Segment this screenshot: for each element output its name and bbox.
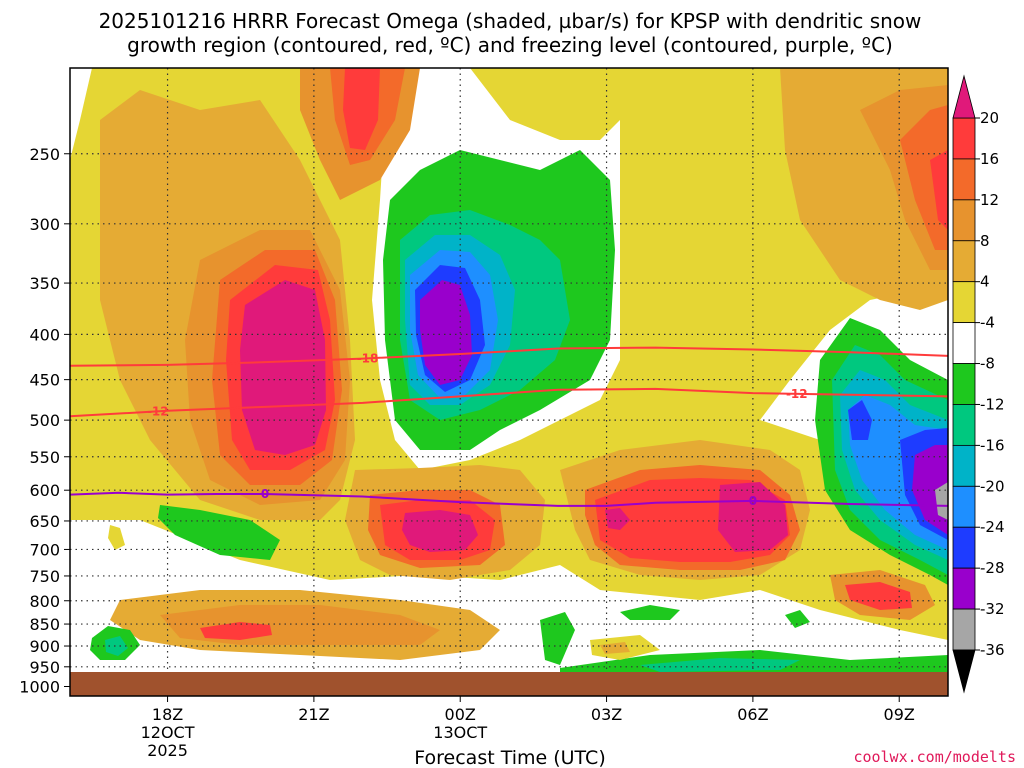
- x-tick-label: 09Z: [884, 705, 915, 724]
- colorbar-bottom-arrow: [952, 649, 976, 694]
- x-tick-label: 06Z: [737, 705, 768, 724]
- y-tick-label: 250: [29, 145, 60, 164]
- colorbar-label: 12: [980, 191, 999, 209]
- y-tick-label: 350: [29, 274, 60, 293]
- y-tick-label: 450: [29, 371, 60, 390]
- y-tick-label: 950: [29, 658, 60, 677]
- colorbar-bin: [952, 199, 976, 242]
- x-tick-label: 21Z: [298, 705, 329, 724]
- y-axis: 250 300 350 400 450 500 550 600 650 700 750 800 850 9…: [19, 145, 70, 697]
- y-tick-label: 800: [29, 592, 60, 611]
- chart-title-line2: growth region (contoured, red, ºC) and f…: [127, 33, 893, 57]
- contour-label--12: -12: [786, 387, 808, 401]
- colorbar-label: 16: [980, 150, 999, 168]
- colorbar-label: -8: [980, 355, 995, 373]
- colorbar-top-arrow: [952, 74, 976, 119]
- y-tick-label: 600: [29, 481, 60, 500]
- y-tick-label: 700: [29, 540, 60, 559]
- x-tick-date: 13OCT: [433, 723, 487, 742]
- x-tick-year: 2025: [147, 741, 188, 760]
- colorbar-bin: [952, 281, 976, 324]
- colorbar-bin: [952, 485, 976, 528]
- y-tick-label: 1000: [19, 678, 60, 697]
- x-tick-label: 03Z: [591, 705, 622, 724]
- colorbar-label: -4: [980, 314, 995, 332]
- colorbar-label: -16: [980, 436, 1005, 454]
- contour-label-0: 0: [749, 494, 757, 508]
- contour-line--18: [69, 346, 949, 367]
- colorbar-label: -12: [980, 395, 1005, 413]
- y-tick-label: 650: [29, 512, 60, 531]
- colorbar: 20 16 12 8 4 -4 -8 -12 -16 -20 -24 -28 -32 -36: [952, 74, 1005, 694]
- x-tick-label: 00Z: [445, 705, 476, 724]
- colorbar-bin: [952, 567, 976, 610]
- colorbar-bin: [952, 322, 976, 364]
- contour-label--12: -12: [147, 404, 169, 418]
- y-tick-label: 300: [29, 215, 60, 234]
- credit-link[interactable]: coolwx.com/modelts: [853, 748, 1016, 766]
- colorbar-bin: [952, 240, 976, 283]
- colorbar-bin: [952, 404, 976, 446]
- colorbar-bin: [952, 444, 976, 487]
- colorbar-bin: [952, 526, 976, 569]
- colorbar-label: 8: [980, 232, 990, 250]
- chart-title-line1: 2025101216 HRRR Forecast Omega (shaded, …: [99, 9, 922, 33]
- y-tick-label: 550: [29, 448, 60, 467]
- contour-lines: -18 -12 -12 0 0: [69, 346, 949, 508]
- ground-surface: [70, 672, 948, 696]
- contour-line-0: [69, 491, 949, 507]
- y-tick-label: 400: [29, 325, 60, 344]
- colorbar-label: -32: [980, 600, 1005, 618]
- colorbar-bin: [952, 363, 976, 405]
- colorbar-label: -36: [980, 641, 1005, 659]
- colorbar-bin: [952, 608, 976, 651]
- colorbar-label: -20: [980, 477, 1005, 495]
- grid-lines: [70, 68, 948, 696]
- contour-line--12: [69, 387, 949, 418]
- y-tick-label: 850: [29, 615, 60, 634]
- contour-label-0: 0: [261, 487, 269, 501]
- contour-label--18: -18: [357, 351, 379, 365]
- colorbar-label: 4: [980, 273, 990, 291]
- x-axis-title: Forecast Time (UTC): [414, 747, 605, 768]
- y-tick-label: 900: [29, 637, 60, 656]
- x-tick-label: 18Z: [152, 705, 183, 724]
- plot-frame: [69, 67, 949, 697]
- y-tick-label: 500: [29, 411, 60, 430]
- colorbar-label: -28: [980, 559, 1005, 577]
- colorbar-bin: [952, 158, 976, 201]
- colorbar-label: 20: [980, 109, 999, 127]
- colorbar-label: -24: [980, 518, 1005, 536]
- omega-shaded-field: [70, 68, 948, 696]
- x-tick-date: 12OCT: [141, 723, 195, 742]
- y-tick-label: 750: [29, 567, 60, 586]
- colorbar-bin: [952, 117, 976, 160]
